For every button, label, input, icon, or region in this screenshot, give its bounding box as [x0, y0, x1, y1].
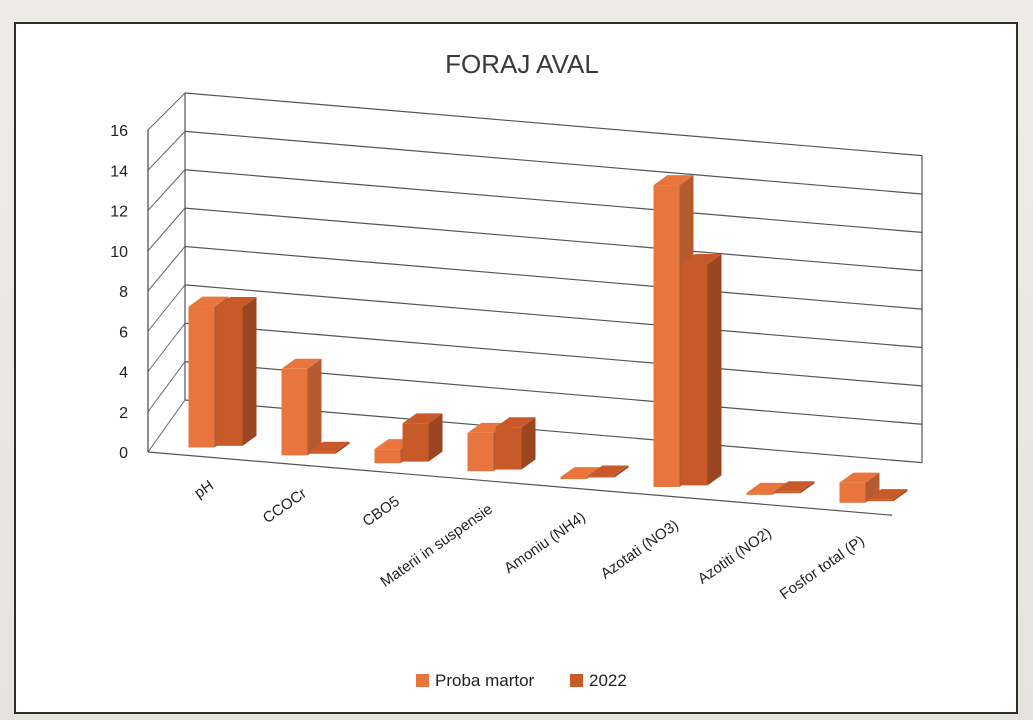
- legend-label-0: Proba martor: [435, 671, 535, 690]
- bar-top: [402, 413, 443, 424]
- gridline-4: [184, 322, 923, 387]
- bar-front: [216, 306, 243, 446]
- bar-top: [560, 467, 601, 478]
- bar-side: [521, 417, 536, 470]
- bar-top: [839, 472, 880, 483]
- bar-front: [402, 423, 429, 462]
- bar-top: [467, 422, 508, 433]
- category-label-3: Materii in suspensie: [377, 501, 495, 591]
- bar-front: [774, 491, 801, 494]
- bar-side: [307, 358, 322, 456]
- legend: Proba martor 2022: [416, 671, 627, 690]
- bar-top: [588, 465, 629, 476]
- legend-swatch-1: [570, 674, 583, 687]
- y-tick-label-12: 12: [110, 204, 128, 221]
- bar-front: [560, 477, 587, 480]
- bar-proba-martor-1: [281, 358, 322, 456]
- bar-2022-3: [495, 417, 536, 470]
- y-axis-ticks: 0 2 4 6 8 10 12 14 16: [110, 123, 128, 462]
- y-tick-label-10: 10: [110, 244, 128, 261]
- gridline-8: [184, 245, 923, 310]
- bar-top: [774, 481, 815, 492]
- bar-2022-2: [402, 413, 443, 462]
- gridline-6: [184, 284, 923, 349]
- bar-side: [707, 253, 722, 486]
- bar-2022-4: [588, 465, 629, 478]
- bar-front: [653, 185, 680, 487]
- category-label-4: Amoniu (NH4): [501, 509, 589, 577]
- bar-2022-7: [867, 489, 908, 502]
- bar-side: [614, 465, 629, 478]
- category-label-0: pH: [191, 477, 216, 502]
- gridline-12: [184, 169, 923, 233]
- bar-front: [746, 492, 773, 495]
- bar-front: [281, 368, 308, 456]
- bar-top: [746, 482, 787, 493]
- category-label-6: Azotiti (NO2): [695, 524, 775, 587]
- bar-2022-5: [681, 253, 722, 486]
- bar-top: [867, 489, 908, 500]
- y-tick-label-2: 2: [119, 405, 128, 422]
- gridline-side-16: [147, 92, 186, 131]
- bar-front: [309, 451, 336, 454]
- bar-front: [588, 475, 615, 478]
- y-tick-label-8: 8: [119, 284, 128, 301]
- chart-frame: [14, 22, 1018, 714]
- bar-2022-6: [774, 481, 815, 494]
- bar-front: [188, 306, 215, 448]
- y-tick-label-16: 16: [110, 123, 128, 140]
- bar-front: [681, 263, 708, 486]
- y-tick-label-4: 4: [119, 365, 128, 382]
- bar-side: [800, 481, 815, 494]
- gridline-14: [184, 130, 923, 195]
- category-label-5: Azotati (NO3): [598, 517, 682, 583]
- bar-top: [309, 441, 350, 452]
- bar-side: [335, 441, 350, 454]
- bar-top: [653, 175, 694, 186]
- bar-front: [867, 499, 894, 502]
- gridline-side-6: [147, 284, 186, 332]
- y-tick-label-0: 0: [119, 445, 128, 462]
- bar-2022-1: [309, 441, 350, 454]
- bar-front: [374, 449, 401, 464]
- floor-front-edge: [147, 451, 893, 516]
- bar-side: [428, 413, 443, 462]
- category-label-7: Fosfor total (P): [777, 532, 868, 603]
- gridline-side-12: [147, 169, 186, 211]
- y-tick-label-6: 6: [119, 324, 128, 341]
- gridline-16: [184, 92, 923, 157]
- bar-side: [242, 296, 257, 446]
- gridline-side-0: [147, 399, 186, 453]
- y-tick-label-14: 14: [110, 163, 128, 180]
- bars: [188, 175, 908, 503]
- bar-2022-0: [216, 296, 257, 446]
- gridline-10: [184, 207, 923, 272]
- category-label-2: CBO5: [360, 493, 403, 530]
- category-label-1: CCOCr: [260, 485, 310, 527]
- legend-swatch-0: [416, 674, 429, 687]
- bar-top: [681, 253, 722, 264]
- bar-side: [893, 489, 908, 502]
- bar-front: [839, 482, 866, 503]
- gridline-side-10: [147, 207, 186, 252]
- bar-top: [281, 358, 322, 369]
- gridline-side-14: [147, 131, 186, 171]
- gridline-side-4: [147, 322, 186, 372]
- gridline-side-2: [147, 361, 186, 413]
- bar-front: [495, 427, 522, 470]
- chart-title: FORAJ AVAL: [445, 49, 599, 79]
- bar-top: [216, 296, 257, 307]
- bar-front: [467, 432, 494, 472]
- bar-top: [188, 296, 229, 307]
- legend-label-1: 2022: [589, 671, 627, 690]
- bar-top: [495, 417, 536, 428]
- gridline-side-8: [147, 246, 186, 292]
